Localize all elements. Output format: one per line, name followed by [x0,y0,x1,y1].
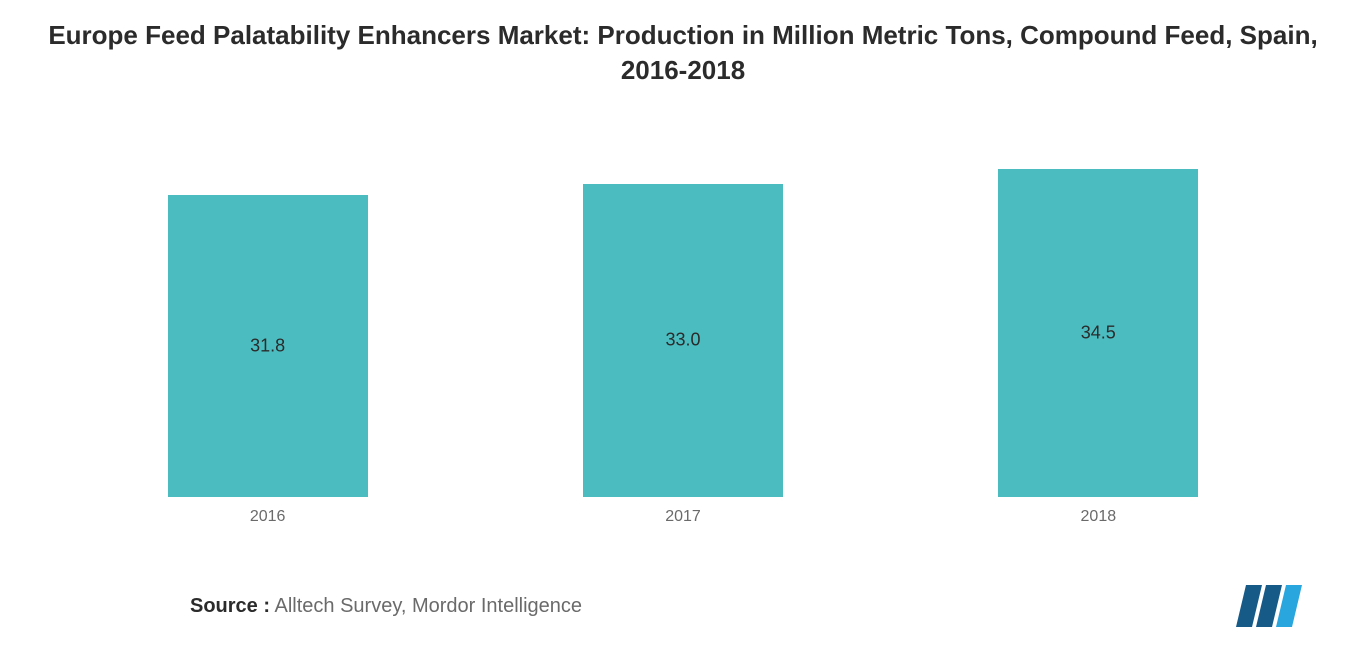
bar-2018: 34.5 [998,169,1198,497]
bar-2017: 33.0 [583,184,783,498]
chart-plot-area: 31.8 33.0 34.5 2016 2017 2018 [0,88,1366,575]
x-axis-label: 2016 [138,498,398,526]
x-axis-label: 2018 [968,498,1228,526]
chart-footer: Source : Alltech Survey, Mordor Intellig… [0,575,1366,655]
bars-row: 31.8 33.0 34.5 [60,118,1306,498]
source-text: Alltech Survey, Mordor Intelligence [270,595,582,617]
chart-title: Europe Feed Palatability Enhancers Marke… [0,0,1366,88]
bar-value-label: 33.0 [665,330,700,351]
chart-container: Europe Feed Palatability Enhancers Marke… [0,0,1366,655]
bar-slot: 33.0 [553,184,813,498]
x-axis-labels: 2016 2017 2018 [60,498,1306,526]
bar-slot: 34.5 [968,169,1228,497]
bar-slot: 31.8 [138,195,398,497]
x-axis-label: 2017 [553,498,813,526]
bar-value-label: 31.8 [250,336,285,357]
bar-2016: 31.8 [168,195,368,497]
mordor-logo-icon [1236,585,1306,627]
source-attribution: Source : Alltech Survey, Mordor Intellig… [190,595,582,618]
bar-value-label: 34.5 [1081,323,1116,344]
source-prefix: Source : [190,595,270,617]
